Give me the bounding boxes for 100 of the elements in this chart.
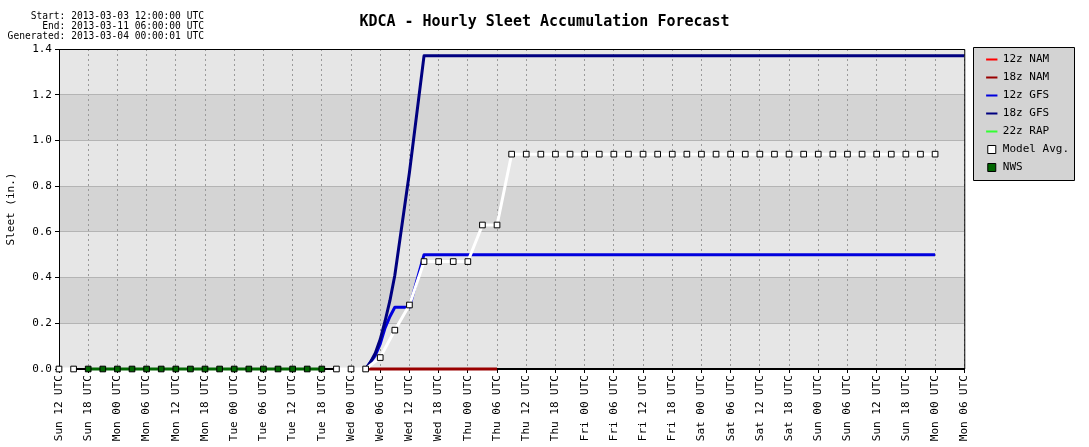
point [70,365,77,373]
point [143,365,150,373]
x-tick-label: Sat 00 UTC [694,375,708,442]
point [712,150,720,158]
point [683,150,691,158]
x-tick-label: Wed 18 UTC [431,375,445,442]
legend-label: 12z GFS [1002,88,1050,102]
point [581,150,588,158]
x-tick-label: Sat 06 UTC [723,375,737,442]
point [654,150,661,158]
point [756,150,764,158]
point [464,258,472,265]
x-tick-label: Mon 06 UTC [139,375,153,442]
point [537,150,545,158]
x-tick-label: Sat 18 UTC [781,375,795,442]
x-tick-label: Tue 18 UTC [314,375,328,442]
point [902,150,910,158]
point [741,150,749,158]
point [84,365,92,373]
point [698,150,705,158]
point [931,150,939,158]
point [333,365,340,373]
y-tick-label: 0.2 [32,316,52,330]
text: End: 2013-03-11 06:00:00 UTC [42,20,205,31]
point [625,150,632,158]
x-tick-label: Fri 12 UTC [635,375,649,442]
x-tick-label: Sun 00 UTC [811,375,825,442]
x-tick-label: Mon 00 UTC [927,375,941,442]
x-tick-label: Sun 18 UTC [81,375,95,442]
point [216,365,223,373]
point [347,365,355,373]
point [289,365,296,373]
point [844,150,851,158]
point [318,365,326,373]
point [727,150,734,158]
point [566,150,574,158]
point [449,258,457,265]
point [858,150,866,158]
point [800,150,807,158]
x-tick-label: Fri 06 UTC [606,375,620,442]
point [435,258,442,265]
y-tick-label: 0.6 [32,224,52,238]
x-tick-label: Sat 12 UTC [752,375,766,442]
legend-label: NWS [1002,160,1023,174]
chart-title: KDCA - Hourly Sleet Accumulation Forecast [359,11,730,30]
point [785,150,793,158]
point [508,150,515,158]
point [114,365,121,373]
point [917,150,924,158]
x-tick-label: Wed 00 UTC [343,375,357,442]
x-tick-label: Fri 18 UTC [665,375,679,442]
point [887,150,895,158]
point [668,150,676,158]
x-tick-label: Thu 12 UTC [519,375,533,442]
point [814,150,822,158]
point [420,258,428,265]
point [479,221,486,229]
point [406,301,413,309]
legend-label: Model Avg. [1002,142,1070,156]
point [552,150,559,158]
x-tick-label: Wed 12 UTC [402,375,416,442]
x-tick-label: Mon 00 UTC [110,375,124,442]
legend-label: 18z GFS [1002,106,1050,120]
point [595,150,603,158]
x-tick-label: Tue 06 UTC [256,375,270,442]
text: Start: 2013-03-03 12:00:00 UTC [30,10,205,21]
y-tick-label: 0.8 [32,179,52,192]
point [303,365,311,373]
y-tick-label: 0.4 [32,270,53,284]
point [362,365,369,373]
y-tick-label: 0.0 [32,361,52,375]
x-tick-label: Sun 06 UTC [840,375,854,442]
point [873,150,880,158]
x-tick-label: Thu 18 UTC [548,375,562,442]
point [771,150,778,158]
legend-label: 22z RAP [1002,124,1050,138]
x-tick-label: Thu 06 UTC [489,375,503,442]
y-tick-label: 1.2 [32,87,52,101]
y-tick-label: 1.4 [32,41,53,55]
text: Generated: 2013-03-04 00:00:01 UTC [7,30,205,41]
y-axis-title: Sleet (in.) [4,172,18,246]
x-tick-label: Fri 00 UTC [577,375,591,442]
point [187,365,194,373]
point [391,326,399,334]
legend-label: 18z NAM [1002,70,1050,84]
legend-label: 12z NAM [1002,52,1050,66]
point [157,365,165,373]
x-tick-label: Sun 18 UTC [898,375,912,442]
point [260,365,267,373]
x-tick-label: Tue 12 UTC [285,375,299,442]
x-tick-label: Sun 12 UTC [869,375,883,442]
x-tick-label: Tue 00 UTC [227,375,241,442]
x-tick-label: Mon 12 UTC [168,375,182,442]
point [829,150,837,158]
point [639,150,647,158]
x-tick-label: Wed 06 UTC [373,375,387,442]
x-tick-label: Sun 12 UTC [51,375,65,442]
point [245,365,253,373]
point [376,354,384,361]
x-tick-label: Mon 18 UTC [197,375,211,442]
